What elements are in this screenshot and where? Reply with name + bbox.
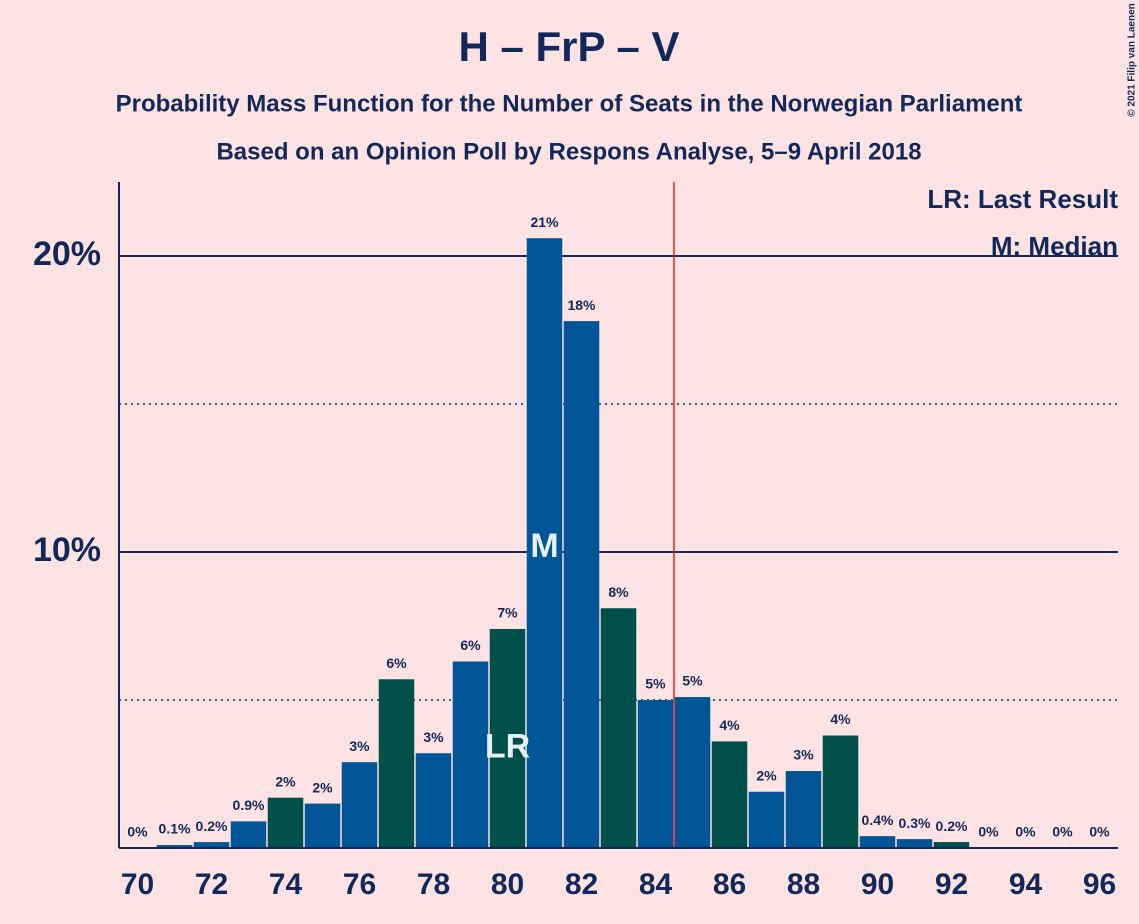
value-label: 0.9% (233, 797, 265, 813)
annotation: LR (485, 727, 530, 765)
x-tick-label: 70 (121, 868, 154, 901)
value-label: 0% (127, 824, 148, 840)
chart-title: H – FrP – V (459, 23, 680, 70)
value-label: 2% (275, 773, 296, 789)
value-label: 5% (682, 673, 703, 689)
value-label: 2% (312, 779, 333, 795)
bar (896, 839, 933, 848)
bar (230, 821, 267, 848)
value-label: 4% (719, 717, 740, 733)
bar (193, 842, 230, 848)
value-label: 0.2% (196, 818, 228, 834)
value-label: 5% (645, 676, 666, 692)
bar (748, 791, 785, 848)
x-tick-label: 90 (861, 868, 894, 901)
bar (341, 762, 378, 848)
value-label: 0% (1089, 824, 1110, 840)
value-label: 4% (830, 711, 851, 727)
x-tick-label: 92 (935, 868, 968, 901)
legend-entry: LR: Last Result (927, 184, 1118, 214)
value-label: 6% (386, 655, 407, 671)
x-tick-label: 94 (1009, 868, 1043, 901)
bar (822, 735, 859, 848)
x-tick-label: 86 (713, 868, 746, 901)
value-label: 8% (608, 584, 629, 600)
value-label: 21% (530, 214, 559, 230)
bar (674, 697, 711, 848)
value-label: 0.3% (899, 815, 931, 831)
y-tick-label: 20% (33, 235, 101, 273)
value-label: 6% (460, 637, 481, 653)
x-tick-label: 74 (269, 868, 303, 901)
value-label: 0.2% (936, 818, 968, 834)
x-tick-label: 88 (787, 868, 820, 901)
bar (785, 771, 822, 848)
bar (378, 679, 415, 848)
value-label: 0% (1052, 824, 1073, 840)
y-tick-label: 10% (33, 531, 101, 569)
x-tick-label: 82 (565, 868, 598, 901)
value-label: 3% (349, 738, 370, 754)
bar (859, 836, 896, 848)
value-label: 18% (567, 297, 596, 313)
bar (452, 661, 489, 848)
chart-subtitle: Probability Mass Function for the Number… (116, 90, 1023, 117)
chart-subtitle: Based on an Opinion Poll by Respons Anal… (216, 138, 921, 165)
x-tick-label: 80 (491, 868, 524, 901)
x-tick-label: 76 (343, 868, 376, 901)
x-tick-label: 78 (417, 868, 450, 901)
bar (637, 700, 674, 848)
bar (304, 803, 341, 848)
x-tick-label: 72 (195, 868, 228, 901)
bar (526, 238, 563, 849)
value-label: 3% (793, 747, 814, 763)
credit: © 2021 Filip van Laenen (1127, 3, 1138, 117)
value-label: 2% (756, 767, 777, 783)
value-label: 7% (497, 605, 518, 621)
bar (711, 741, 748, 848)
value-label: 0% (978, 824, 999, 840)
bar (600, 608, 637, 848)
x-tick-label: 84 (639, 868, 673, 901)
annotation: M (530, 527, 558, 565)
value-label: 0.4% (862, 812, 894, 828)
bar (489, 628, 526, 848)
bar (156, 845, 193, 848)
value-label: 0% (1015, 824, 1036, 840)
x-tick-label: 96 (1083, 868, 1116, 901)
bar (267, 797, 304, 848)
bar (563, 321, 600, 848)
value-label: 0.1% (159, 821, 191, 837)
value-label: 3% (423, 729, 444, 745)
bar (933, 842, 970, 848)
bar (415, 753, 452, 848)
